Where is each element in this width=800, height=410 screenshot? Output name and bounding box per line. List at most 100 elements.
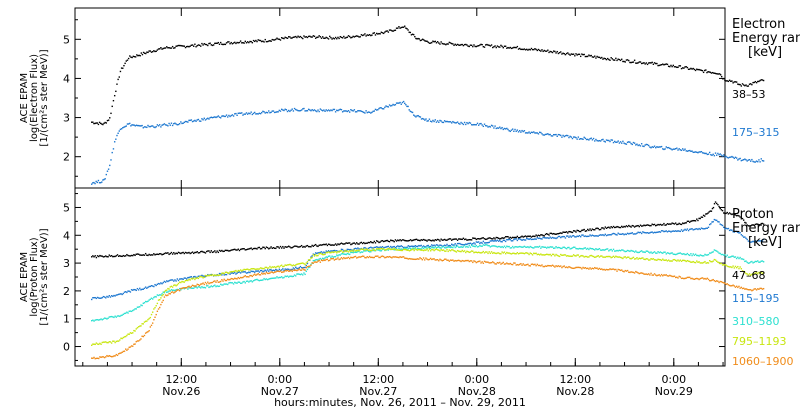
data-point xyxy=(717,280,719,282)
data-point xyxy=(129,291,132,293)
data-point xyxy=(486,238,488,240)
data-point xyxy=(652,258,655,260)
data-point xyxy=(259,112,262,115)
data-point xyxy=(503,45,506,47)
data-point xyxy=(549,236,551,238)
data-point xyxy=(678,230,680,232)
data-point xyxy=(558,51,561,54)
data-point xyxy=(193,252,195,255)
data-point xyxy=(739,287,741,289)
data-point xyxy=(708,279,711,282)
data-point xyxy=(693,228,696,231)
data-point xyxy=(621,233,623,235)
data-point xyxy=(346,250,349,252)
data-point xyxy=(751,158,753,161)
data-point xyxy=(204,275,207,278)
data-point xyxy=(497,46,500,48)
data-point xyxy=(679,252,682,254)
data-point xyxy=(432,258,434,260)
data-point xyxy=(410,111,413,113)
data-point xyxy=(401,101,404,104)
data-point xyxy=(520,131,522,133)
data-point xyxy=(204,119,207,121)
data-point xyxy=(178,44,181,47)
data-point xyxy=(527,49,529,51)
data-point xyxy=(163,296,166,298)
data-point xyxy=(279,265,282,267)
data-point xyxy=(714,280,717,283)
data-point xyxy=(642,62,644,64)
data-point xyxy=(133,309,135,311)
data-point xyxy=(236,249,238,251)
data-point xyxy=(208,286,210,289)
data-point xyxy=(711,279,713,281)
data-point xyxy=(758,224,760,226)
data-point xyxy=(652,232,655,234)
data-point xyxy=(631,61,633,63)
data-point xyxy=(759,224,761,226)
data-point xyxy=(312,109,315,112)
data-point xyxy=(515,238,517,240)
data-point xyxy=(439,258,441,260)
data-point xyxy=(502,252,504,254)
data-point xyxy=(243,280,245,283)
data-point xyxy=(161,124,163,126)
data-point xyxy=(452,249,454,251)
data-point xyxy=(488,125,490,128)
data-point xyxy=(419,239,421,242)
data-point xyxy=(113,141,116,143)
data-point xyxy=(494,263,496,265)
data-point xyxy=(305,36,307,38)
data-point xyxy=(542,254,544,256)
data-point xyxy=(350,37,352,39)
data-point xyxy=(636,143,638,145)
data-point xyxy=(759,273,761,275)
data-point xyxy=(755,160,758,162)
data-point xyxy=(674,259,677,262)
data-point xyxy=(558,232,561,235)
data-point xyxy=(677,149,679,151)
data-point xyxy=(105,122,108,124)
data-point xyxy=(758,159,760,161)
data-point xyxy=(497,240,500,242)
data-point xyxy=(398,256,400,259)
data-point xyxy=(468,121,470,124)
data-point xyxy=(760,79,762,81)
electron-legend-title-3: [keV] xyxy=(748,45,782,60)
data-point xyxy=(699,262,701,264)
data-point xyxy=(122,254,125,257)
data-point xyxy=(521,48,523,51)
data-point xyxy=(127,312,129,314)
data-point xyxy=(133,253,135,256)
data-point xyxy=(205,285,208,287)
data-point xyxy=(153,319,155,321)
data-point xyxy=(461,249,463,252)
data-point xyxy=(139,125,141,127)
data-point xyxy=(570,136,573,138)
data-point xyxy=(175,280,177,282)
data-point xyxy=(151,311,154,313)
data-point xyxy=(411,33,414,35)
data-point xyxy=(418,115,420,118)
data-point xyxy=(273,271,276,273)
data-point xyxy=(336,38,338,40)
data-point xyxy=(522,246,524,248)
data-point xyxy=(710,72,713,74)
data-point xyxy=(313,244,316,247)
data-point xyxy=(665,63,667,65)
data-point xyxy=(441,239,444,241)
data-point xyxy=(320,258,323,261)
data-point xyxy=(575,266,577,269)
data-point xyxy=(160,297,162,299)
data-point xyxy=(101,319,103,321)
data-point xyxy=(495,263,497,265)
data-point xyxy=(374,246,377,249)
data-point xyxy=(707,212,709,214)
data-point xyxy=(365,110,367,112)
data-point xyxy=(266,40,269,43)
data-point xyxy=(657,231,659,233)
data-point xyxy=(644,273,646,275)
data-point xyxy=(370,251,372,253)
data-point xyxy=(635,270,637,273)
data-point xyxy=(135,308,137,310)
